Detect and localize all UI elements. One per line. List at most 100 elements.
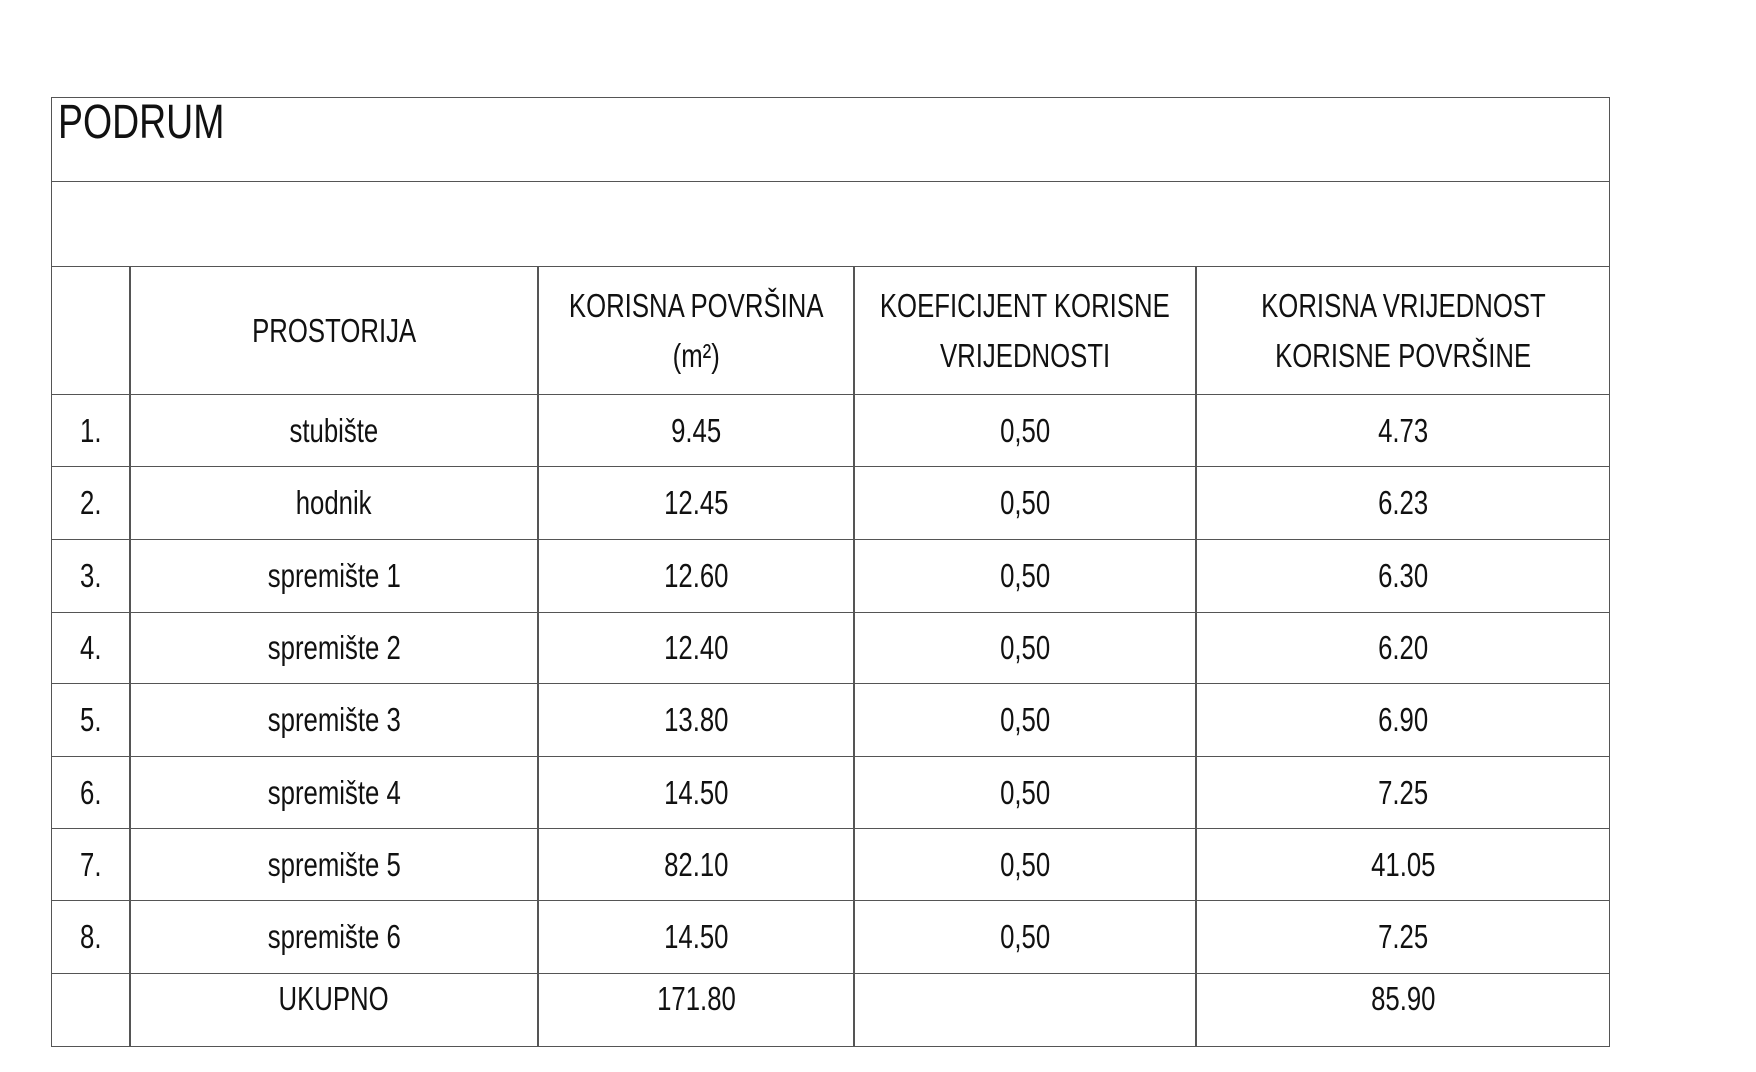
cell-text: 4. — [79, 629, 102, 666]
cell-text: 6.90 — [1377, 701, 1429, 738]
table-cell: 12.45 — [538, 466, 854, 540]
cell-text: 9.45 — [670, 411, 722, 449]
cell-text: 0,50 — [999, 411, 1051, 449]
table-cell: spremište 1 — [130, 539, 538, 613]
cell-text: 1. — [79, 411, 102, 449]
cell-text: PROSTORIJA — [251, 311, 416, 349]
cell-text: 0,50 — [999, 484, 1051, 521]
cell-text: 6.23 — [1377, 484, 1429, 521]
table-cell: 12.60 — [538, 539, 854, 613]
table-cell: hodnik — [130, 466, 538, 540]
table-cell — [51, 973, 130, 1047]
total-label: UKUPNO — [130, 973, 538, 1047]
table-cell: 6.90 — [1196, 683, 1610, 757]
table-cell: 7. — [51, 828, 130, 901]
cell-text: 0,50 — [999, 629, 1051, 666]
cell-text: 0,50 — [999, 701, 1051, 738]
table-cell: stubište — [130, 394, 538, 467]
cell-text: 0,50 — [999, 918, 1051, 955]
table-cell: 1. — [51, 394, 130, 467]
cell-text: spremište 4 — [267, 773, 401, 811]
table-cell: 13.80 — [538, 683, 854, 757]
cell-text: 85.90 — [1370, 980, 1436, 1017]
cell-text: spremište 6 — [267, 918, 401, 955]
cell-text: 6.20 — [1377, 629, 1429, 666]
table-cell: 6.20 — [1196, 612, 1610, 684]
cell-text: UKUPNO — [278, 980, 390, 1017]
table-cell: 6. — [51, 756, 130, 829]
table-cell: 14.50 — [538, 756, 854, 829]
cell-text: (m²) — [672, 336, 720, 374]
table-cell: 4. — [51, 612, 130, 684]
table-cell: spremište 2 — [130, 612, 538, 684]
table-cell: 12.40 — [538, 612, 854, 684]
title-row: PODRUM — [51, 97, 1610, 182]
table-cell: 3. — [51, 539, 130, 613]
header-cell: KORISNA VRIJEDNOST KORISNE POVRŠINE — [1196, 266, 1610, 395]
cell-text: 6. — [79, 773, 102, 811]
cell-text: 7.25 — [1377, 918, 1429, 955]
cell-text: 7. — [79, 845, 102, 883]
cell-text: spremište 2 — [267, 629, 401, 666]
table-cell: 7.25 — [1196, 756, 1610, 829]
table-cell: 0,50 — [854, 828, 1196, 901]
total-area: 171.80 — [538, 973, 854, 1047]
table-cell: 9.45 — [538, 394, 854, 467]
cell-text: VRIJEDNOSTI — [939, 336, 1111, 374]
cell-text: 0,50 — [999, 773, 1051, 811]
table-cell: 0,50 — [854, 466, 1196, 540]
header-cell: KORISNA POVRŠINA (m²) — [538, 266, 854, 395]
table-cell: 0,50 — [854, 900, 1196, 974]
header-cell: PROSTORIJA — [130, 266, 538, 395]
cell-text: 41.05 — [1370, 845, 1436, 883]
table-cell: spremište 4 — [130, 756, 538, 829]
table-cell: 0,50 — [854, 394, 1196, 467]
table-cell: 41.05 — [1196, 828, 1610, 901]
cell-text: 14.50 — [663, 773, 729, 811]
cell-text: stubište — [289, 411, 379, 449]
empty-row — [51, 181, 1610, 267]
table-cell: 5. — [51, 683, 130, 757]
cell-text: 3. — [79, 557, 102, 594]
cell-text: 12.45 — [663, 484, 729, 521]
cell-text: 2. — [79, 484, 102, 521]
cell-text: spremište 1 — [267, 557, 401, 594]
cell-text: KORISNE POVRŠINE — [1274, 336, 1532, 374]
cell-text: KORISNA POVRŠINA — [568, 286, 824, 324]
table-cell: spremište 5 — [130, 828, 538, 901]
cell-text: 12.60 — [663, 557, 729, 594]
table-cell: 7.25 — [1196, 900, 1610, 974]
table-cell: 0,50 — [854, 683, 1196, 757]
table-cell — [854, 973, 1196, 1047]
cell-text: 13.80 — [663, 701, 729, 738]
cell-text: 6.30 — [1377, 557, 1429, 594]
total-value: 85.90 — [1196, 973, 1610, 1047]
header-cell — [51, 266, 130, 395]
cell-text: 5. — [79, 701, 102, 738]
cell-text: 82.10 — [663, 845, 729, 883]
header-cell: KOEFICIJENT KORISNE VRIJEDNOSTI — [854, 266, 1196, 395]
cell-text: 7.25 — [1377, 773, 1429, 811]
cell-text: 171.80 — [656, 980, 736, 1017]
table-cell: 14.50 — [538, 900, 854, 974]
cell-text: PODRUM — [58, 96, 225, 149]
cell-text: spremište 5 — [267, 845, 401, 883]
table-cell: spremište 3 — [130, 683, 538, 757]
table-cell: 8. — [51, 900, 130, 974]
cell-text: 8. — [79, 918, 102, 955]
cell-text: spremište 3 — [267, 701, 401, 738]
table-cell: 0,50 — [854, 756, 1196, 829]
cell-text: KORISNA VRIJEDNOST — [1260, 286, 1546, 324]
table-cell: spremište 6 — [130, 900, 538, 974]
table-cell: 6.23 — [1196, 466, 1610, 540]
cell-text: 0,50 — [999, 557, 1051, 594]
cell-text: KOEFICIJENT KORISNE — [880, 286, 1170, 324]
cell-text: 12.40 — [663, 629, 729, 666]
table-cell: 82.10 — [538, 828, 854, 901]
cell-text: 4.73 — [1377, 411, 1429, 449]
cell-text: 0,50 — [999, 845, 1051, 883]
table-cell: 0,50 — [854, 612, 1196, 684]
table-cell: 4.73 — [1196, 394, 1610, 467]
cell-text: 14.50 — [663, 918, 729, 955]
